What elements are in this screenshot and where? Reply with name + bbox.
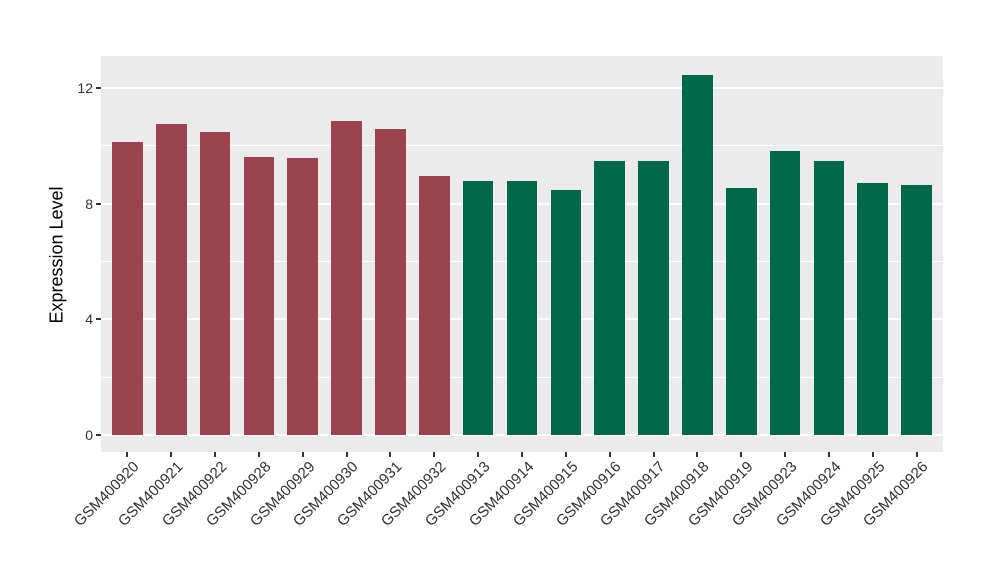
bar-GSM400915: [550, 189, 582, 435]
x-tick-mark-GSM400926: [915, 452, 918, 457]
x-tick-mark-GSM400923: [784, 452, 787, 457]
bar-GSM400917: [638, 161, 669, 435]
gridline-major-y0: [101, 433, 943, 436]
bar-GSM400918: [682, 75, 713, 435]
y-tick-mark-8: [96, 202, 101, 205]
y-tick-label-8: 8: [85, 195, 93, 212]
x-tick-mark-GSM400931: [389, 452, 392, 457]
gridline-major-y12: [101, 86, 943, 89]
bar-GSM400924: [813, 161, 845, 435]
bar-GSM400916: [594, 161, 626, 435]
x-tick-mark-GSM400919: [740, 452, 743, 457]
x-tick-mark-GSM400929: [301, 452, 304, 457]
y-tick-label-4: 4: [85, 311, 93, 328]
bar-GSM400921: [155, 123, 187, 435]
bar-GSM400920: [111, 141, 143, 435]
bar-GSM400919: [725, 188, 757, 435]
x-tick-mark-GSM400932: [433, 452, 436, 457]
bar-GSM400930: [331, 120, 362, 435]
x-tick-mark-GSM400921: [170, 452, 173, 457]
x-tick-mark-GSM400920: [126, 452, 129, 457]
y-axis-title: Expression Level: [46, 186, 67, 324]
x-tick-mark-GSM400917: [652, 452, 655, 457]
x-tick-mark-GSM400915: [564, 452, 567, 457]
x-tick-mark-GSM400930: [345, 452, 348, 457]
bar-GSM400929: [287, 157, 319, 435]
bar-GSM400923: [769, 150, 801, 435]
x-tick-mark-GSM400914: [521, 452, 523, 457]
bar-GSM400926: [901, 185, 933, 435]
x-tick-mark-GSM400928: [257, 452, 260, 457]
bar-GSM400922: [199, 132, 231, 435]
y-tick-label-0: 0: [85, 426, 93, 443]
x-tick-mark-GSM400913: [477, 452, 480, 457]
bar-GSM400914: [506, 180, 538, 435]
plot-panel: [101, 56, 943, 452]
bar-GSM400931: [375, 129, 406, 435]
x-tick-mark-GSM400918: [696, 452, 699, 457]
x-tick-mark-GSM400916: [608, 452, 611, 457]
y-tick-mark-4: [96, 318, 101, 321]
bar-GSM400932: [418, 175, 450, 435]
bar-GSM400925: [857, 182, 889, 435]
x-tick-mark-GSM400925: [871, 452, 874, 457]
bar-GSM400928: [243, 156, 275, 435]
bar-GSM400913: [462, 181, 494, 435]
x-tick-mark-GSM400924: [827, 452, 830, 457]
y-tick-label-12: 12: [77, 79, 93, 96]
gridline-minor-y10: [101, 145, 943, 147]
y-tick-mark-0: [96, 433, 101, 436]
y-tick-mark-12: [96, 86, 101, 89]
x-tick-mark-GSM400922: [214, 452, 217, 457]
